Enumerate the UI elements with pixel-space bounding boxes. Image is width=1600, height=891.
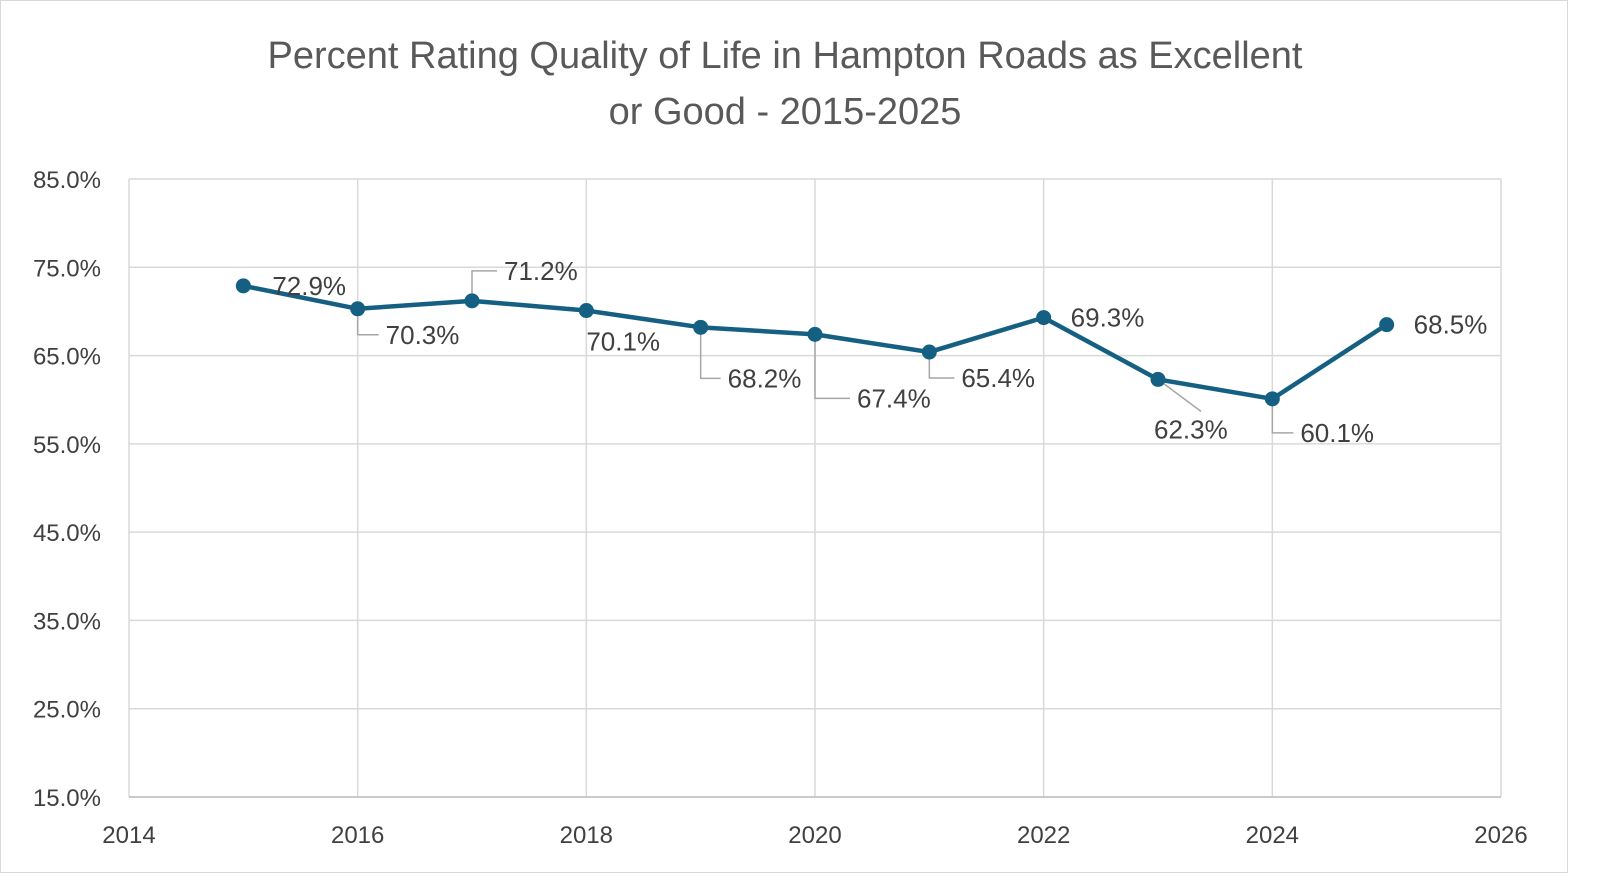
line-chart: Percent Rating Quality of Life in Hampto… xyxy=(33,35,1528,849)
data-label: 71.2% xyxy=(504,256,578,286)
leader-line xyxy=(928,352,955,379)
data-label: 70.1% xyxy=(586,327,660,357)
data-label: 68.5% xyxy=(1414,310,1488,340)
chart-title-line-2: or Good - 2015-2025 xyxy=(609,91,962,133)
data-point xyxy=(921,344,937,360)
data-label: 70.3% xyxy=(386,320,460,350)
chart-frame: Percent Rating Quality of Life in Hampto… xyxy=(0,0,1568,873)
leader-line xyxy=(814,334,850,400)
data-point xyxy=(350,301,366,317)
y-tick-label: 65.0% xyxy=(33,344,101,371)
y-tick-label: 55.0% xyxy=(33,432,101,459)
data-label: 69.3% xyxy=(1071,303,1145,333)
leader-line xyxy=(1157,378,1202,413)
y-tick-label: 85.0% xyxy=(33,167,101,194)
y-tick-label: 75.0% xyxy=(33,255,101,282)
chart-title-line-1: Percent Rating Quality of Life in Hampto… xyxy=(268,35,1303,77)
y-tick-label: 35.0% xyxy=(33,608,101,635)
y-tick-label: 25.0% xyxy=(33,697,101,724)
leader-line xyxy=(1271,398,1294,434)
data-point xyxy=(235,278,251,294)
x-tick-label: 2020 xyxy=(788,822,841,849)
data-point xyxy=(1264,391,1280,407)
data-label: 62.3% xyxy=(1154,414,1228,444)
data-point xyxy=(578,303,594,319)
leader-line xyxy=(356,308,379,336)
x-tick-label: 2018 xyxy=(560,822,613,849)
leader-line xyxy=(471,270,497,301)
data-point xyxy=(693,319,709,335)
data-label: 65.4% xyxy=(961,363,1035,393)
data-label: 72.9% xyxy=(272,271,346,301)
data-label: 67.4% xyxy=(857,383,931,413)
leader-line xyxy=(699,327,721,380)
x-tick-label: 2022 xyxy=(1017,822,1070,849)
data-label: 60.1% xyxy=(1300,418,1374,448)
x-tick-label: 2024 xyxy=(1246,822,1299,849)
y-tick-label: 15.0% xyxy=(33,785,101,812)
data-point xyxy=(1036,310,1052,326)
data-point xyxy=(464,293,480,309)
y-tick-label: 45.0% xyxy=(33,520,101,547)
data-label: 68.2% xyxy=(728,363,802,393)
x-tick-label: 2016 xyxy=(331,822,384,849)
data-point xyxy=(1150,371,1166,387)
x-tick-label: 2026 xyxy=(1474,822,1527,849)
data-point xyxy=(807,326,823,342)
data-point xyxy=(1379,317,1395,333)
x-tick-label: 2014 xyxy=(102,822,155,849)
